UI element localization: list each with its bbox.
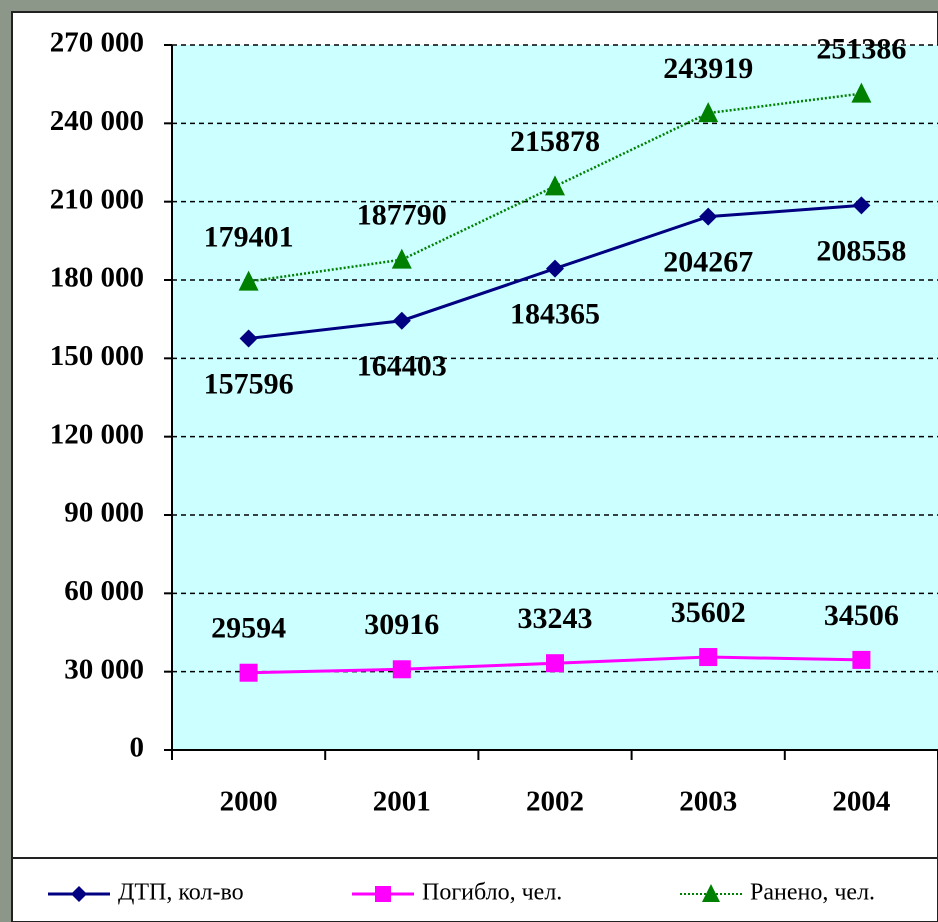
data-label: 33243 [518,602,593,635]
x-tick-label: 2001 [373,786,431,818]
x-tick-label: 2004 [832,786,890,818]
data-label: 251386 [816,32,906,65]
data-point [238,270,259,291]
y-tick-label: 180 000 [50,262,144,294]
data-label: 208558 [816,234,906,267]
data-point [391,248,412,269]
data-point [852,650,871,669]
data-point [851,82,872,103]
y-tick-label: 150 000 [50,340,144,372]
legend-marker [71,886,87,902]
data-point [392,311,411,330]
x-tick-label: 2003 [679,786,737,818]
data-point [392,660,411,679]
legend-marker [702,884,720,902]
y-tick-label: 30 000 [64,653,144,685]
data-label: 30916 [364,608,439,641]
data-label: 164403 [357,350,447,383]
y-tick-label: 120 000 [50,418,144,450]
data-point [546,654,564,673]
data-point [698,102,719,123]
data-label: 204267 [663,246,753,279]
data-point [239,663,258,682]
legend-marker [375,886,391,902]
data-label: 215878 [510,125,600,158]
plot-area: 0 30 000 60 000 90 000 120 000 150 000 180 000… [50,27,938,818]
data-point [699,207,718,226]
data-label: 187790 [357,199,447,232]
y-tick-label: 210 000 [50,183,144,215]
legend-label: ДТП, кол-во [118,880,244,906]
y-tick-label: 0 [130,732,145,764]
x-tick-label: 2000 [220,786,278,818]
legend: ДТП, кол-во Погибло, чел. Ранено, чел. [48,880,875,906]
y-tick-label: 240 000 [50,105,144,137]
data-point [546,259,564,278]
legend-label: Погибло, чел. [422,880,562,906]
y-tick-label: 90 000 [64,497,144,529]
data-point [852,196,871,215]
x-tick-label: 2002 [526,786,584,818]
data-label: 184365 [510,297,600,330]
data-label: 157596 [204,367,294,400]
plot-background [172,45,938,750]
y-tick-label: 60 000 [64,575,144,607]
data-label: 34506 [824,599,899,632]
data-label: 35602 [671,596,746,629]
data-point [699,648,718,667]
data-label: 179401 [204,220,294,253]
data-point [239,329,258,348]
y-tick-label: 270 000 [50,27,144,59]
data-label: 243919 [663,52,753,85]
legend-label: Ранено, чел. [750,880,875,906]
data-label: 29594 [211,612,286,645]
data-point [545,175,565,196]
